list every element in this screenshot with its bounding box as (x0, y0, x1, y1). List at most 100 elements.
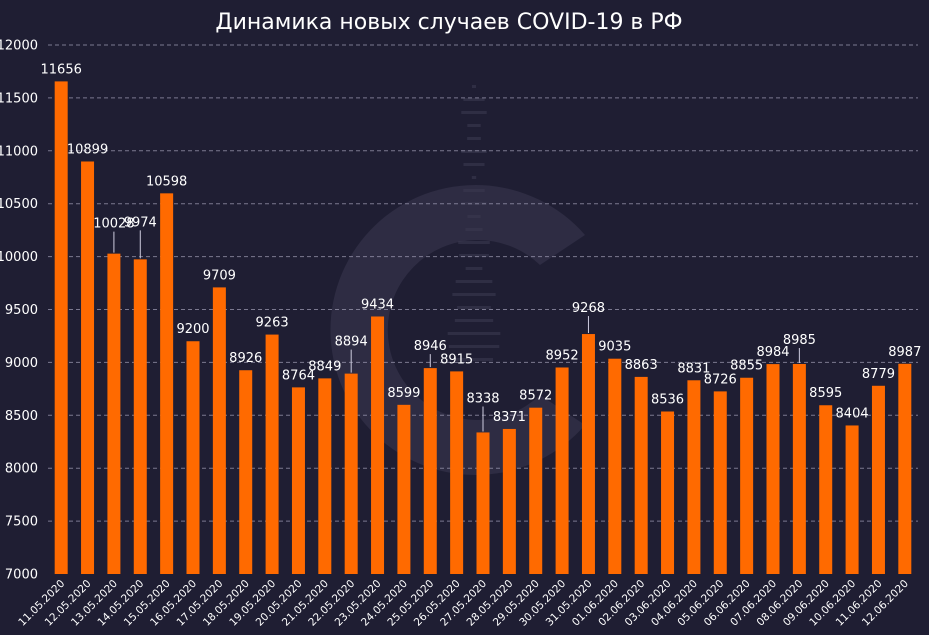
value-label: 8863 (625, 358, 658, 373)
y-tick-label: 9000 (5, 356, 38, 371)
logo-c-watermark-icon (330, 85, 585, 476)
watermark-wave-line (463, 163, 485, 166)
value-label: 8952 (546, 348, 579, 363)
bar (160, 193, 174, 574)
value-label: 9268 (572, 301, 605, 316)
y-tick-label: 11500 (0, 91, 38, 106)
watermark-wave-line (455, 280, 493, 283)
bar (502, 428, 516, 574)
value-label: 8572 (519, 389, 552, 404)
bar (265, 334, 279, 574)
bar (687, 380, 701, 574)
value-label: 8338 (466, 391, 499, 406)
bar (871, 385, 885, 574)
bar (766, 364, 780, 574)
chart-title: Динамика новых случаев COVID-19 в РФ (215, 10, 682, 35)
watermark-wave-line (465, 267, 483, 270)
bar (397, 404, 411, 574)
value-label: 8726 (704, 372, 737, 387)
watermark-wave-line (452, 293, 496, 296)
watermark-wave-line (472, 85, 476, 88)
bar (371, 316, 385, 574)
value-label: 8595 (809, 386, 842, 401)
y-axis-ticks: 7000 7500 8000 8500 9000 9500 10000 10500 11000 1… (0, 39, 38, 583)
bar (107, 253, 121, 574)
y-tick-label: 7500 (5, 515, 38, 530)
bar (450, 371, 464, 574)
value-label: 8946 (414, 339, 447, 354)
watermark-wave-line (467, 124, 481, 127)
value-label: 8779 (862, 367, 895, 382)
bar (661, 411, 675, 574)
y-tick-label: 12000 (0, 39, 38, 54)
watermark-wave-line (471, 176, 477, 179)
watermark-wave-line (461, 150, 487, 153)
watermark-wave-line (463, 189, 485, 192)
value-label: 8985 (783, 333, 816, 348)
bar (54, 81, 68, 574)
value-label: 8764 (282, 368, 315, 383)
value-label: 10899 (67, 142, 108, 157)
watermark-wave-line (467, 215, 481, 218)
value-label-leaders (113, 230, 800, 432)
value-label: 8831 (677, 361, 710, 376)
value-label: 8371 (493, 410, 526, 425)
value-label: 11656 (41, 62, 82, 77)
value-label: 9709 (203, 268, 236, 283)
value-label: 8894 (335, 335, 368, 350)
y-tick-label: 8500 (5, 409, 38, 424)
bars (54, 81, 912, 575)
watermark-wave-line (454, 319, 494, 322)
value-label: 9974 (124, 215, 157, 230)
bar (740, 377, 754, 574)
watermark-c-shape (330, 185, 585, 476)
y-tick-label: 10500 (0, 197, 38, 212)
value-label: 8915 (440, 352, 473, 367)
bar (318, 378, 332, 574)
bar (291, 387, 305, 574)
bar (555, 367, 569, 574)
bar (133, 259, 147, 574)
watermark-wave-line (463, 98, 485, 101)
value-label: 8987 (888, 345, 921, 360)
bar (634, 376, 648, 574)
bar (239, 370, 253, 574)
bar (423, 368, 437, 574)
watermark-wave-line (447, 332, 501, 335)
watermark-wave-line (457, 306, 491, 309)
bar (81, 161, 95, 575)
value-label: 8926 (229, 351, 262, 366)
bar (212, 287, 226, 574)
watermark-wave-line (461, 202, 487, 205)
bar (792, 363, 806, 574)
bar (713, 391, 727, 574)
value-label: 8599 (387, 386, 420, 401)
bar (845, 425, 859, 574)
value-label: 8855 (730, 359, 763, 374)
x-axis-ticks: 11.05.202012.05.202013.05.202014.05.2020… (16, 578, 911, 629)
y-tick-label: 9500 (5, 303, 38, 318)
bar (581, 334, 595, 574)
bar (608, 358, 622, 574)
value-label: 9200 (176, 322, 209, 337)
bar (898, 363, 912, 574)
bar (344, 373, 358, 574)
bar (186, 341, 200, 574)
watermark-wave-line (458, 241, 490, 244)
value-label: 9035 (598, 340, 631, 355)
value-label: 8404 (836, 406, 869, 421)
bar (476, 432, 490, 574)
watermark-wave-line (467, 137, 481, 140)
watermark-wave-line (465, 228, 483, 231)
watermark-wave-line (448, 345, 500, 348)
y-tick-label: 7000 (5, 568, 38, 583)
y-tick-label: 10000 (0, 250, 38, 265)
watermark-wave-line (454, 358, 494, 361)
y-tick-label: 8000 (5, 462, 38, 477)
value-label: 9263 (256, 316, 289, 331)
bar (819, 405, 833, 574)
value-label: 10598 (146, 174, 187, 189)
